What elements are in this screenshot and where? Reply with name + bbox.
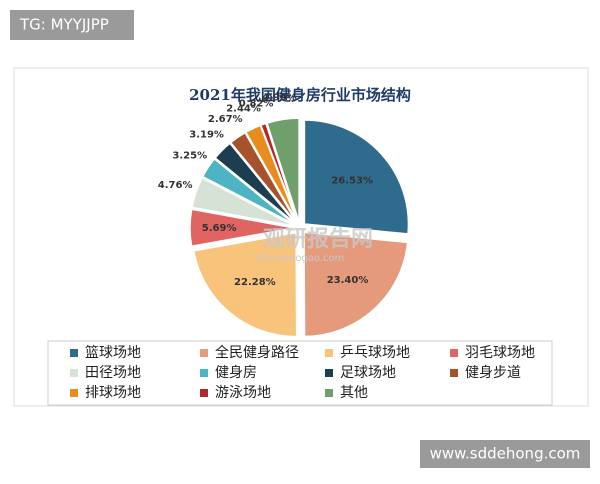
legend-swatch bbox=[200, 349, 208, 357]
site-box bbox=[420, 440, 590, 468]
legend-label: 健身房 bbox=[215, 365, 257, 381]
legend-box bbox=[47, 340, 553, 406]
tag-text: TG: MYYJJPP bbox=[19, 16, 109, 34]
legend-swatch bbox=[70, 389, 78, 397]
slice bbox=[192, 231, 298, 338]
tag-box bbox=[10, 10, 134, 40]
legend-swatch bbox=[450, 369, 458, 377]
slice bbox=[201, 157, 296, 226]
slice bbox=[259, 122, 299, 223]
site-text: www.sddehong.com bbox=[430, 445, 581, 463]
slice bbox=[303, 231, 409, 338]
slice bbox=[214, 142, 297, 225]
data-label: 2.44% bbox=[226, 104, 261, 115]
legend-swatch bbox=[325, 389, 333, 397]
legend-label: 羽毛球场地 bbox=[465, 345, 535, 361]
data-label: 23.40% bbox=[327, 275, 369, 286]
pie: 26.53% 23.40% 22.28% 5.69% 4.76% 3.25% 3.19% 2.… bbox=[158, 93, 410, 338]
legend-label: 全民健身路径 bbox=[215, 344, 299, 361]
legend-swatch bbox=[450, 349, 458, 357]
legend-swatch bbox=[70, 369, 78, 377]
data-label: 4.76% bbox=[158, 180, 193, 191]
legend-swatch bbox=[325, 369, 333, 377]
legend-swatch bbox=[325, 349, 333, 357]
data-label: 5.69% bbox=[202, 223, 237, 234]
legend-swatch bbox=[70, 349, 78, 357]
watermark-url: chinabaogao.com bbox=[256, 253, 345, 264]
legend-label: 健身步道 bbox=[465, 365, 521, 381]
data-label: 4.99% bbox=[262, 93, 297, 104]
slice bbox=[189, 208, 295, 248]
data-label: 2.67% bbox=[208, 114, 243, 125]
legend-label: 篮球场地 bbox=[85, 345, 141, 361]
chart-title: 2021年我国健身房行业市场结构 bbox=[189, 86, 411, 104]
data-label: 3.19% bbox=[189, 130, 224, 141]
legend-label: 其他 bbox=[340, 385, 368, 401]
data-label: 26.53% bbox=[331, 176, 373, 187]
slice bbox=[266, 117, 300, 223]
legend-label: 足球场地 bbox=[340, 365, 396, 381]
legend-label: 乒乓球场地 bbox=[340, 345, 410, 361]
slice bbox=[229, 131, 298, 224]
data-label: 22.28% bbox=[234, 277, 276, 288]
data-label: 0.82% bbox=[239, 99, 274, 110]
watermark: 观研报告网 bbox=[263, 227, 373, 252]
legend-label: 游泳场地 bbox=[215, 385, 271, 401]
slice bbox=[303, 119, 410, 235]
legend-label: 排球场地 bbox=[85, 385, 141, 401]
legend-swatch bbox=[200, 389, 208, 397]
legend-label: 田径场地 bbox=[85, 365, 141, 381]
data-label: 3.25% bbox=[172, 150, 207, 161]
legend-swatch bbox=[200, 369, 208, 377]
slice bbox=[191, 176, 295, 227]
